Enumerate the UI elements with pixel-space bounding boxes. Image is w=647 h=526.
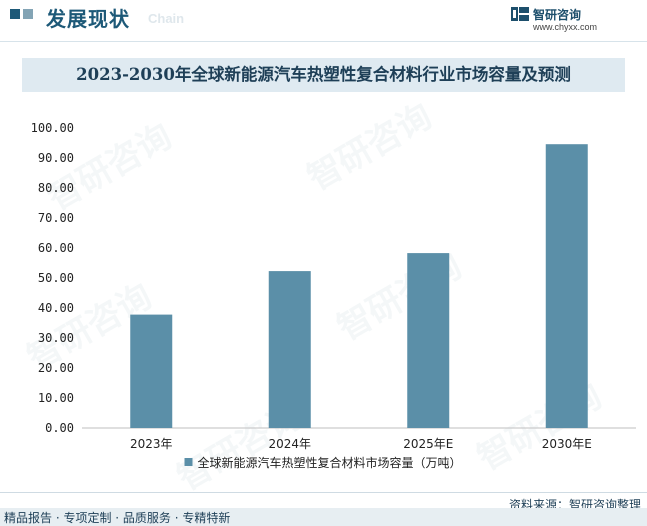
bar <box>130 314 173 428</box>
header-divider <box>0 41 647 42</box>
y-tick-label: 0.00 <box>45 421 74 435</box>
decor-square-icon <box>23 9 33 19</box>
y-tick-label: 70.00 <box>38 211 74 225</box>
header: 发展现状 Chain 智研咨询 www.chyxx.com <box>0 0 647 34</box>
x-tick-label: 2023年 <box>130 437 173 451</box>
legend-label: 全球新能源汽车热塑性复合材料市场容量（万吨） <box>198 455 462 470</box>
legend-swatch <box>184 458 193 466</box>
y-tick-label: 10.00 <box>38 391 74 405</box>
y-tick-label: 20.00 <box>38 361 74 375</box>
y-tick-label: 100.00 <box>31 121 74 135</box>
section-title: 发展现状 <box>46 7 130 31</box>
brand[interactable]: 智研咨询 www.chyxx.com <box>511 6 641 34</box>
y-tick-label: 80.00 <box>38 181 74 195</box>
brand-url: www.chyxx.com <box>533 22 598 32</box>
decor-square-icon <box>10 9 20 19</box>
chart-title: 2023-2030年全球新能源汽车热塑性复合材料行业市场容量及预测 <box>76 65 571 84</box>
footer-divider <box>0 492 647 493</box>
bar <box>545 144 588 428</box>
y-tick-label: 60.00 <box>38 241 74 255</box>
x-tick-label: 2030年E <box>542 437 592 451</box>
y-tick-label: 50.00 <box>38 271 74 285</box>
chart-title-band: 2023-2030年全球新能源汽车热塑性复合材料行业市场容量及预测 <box>22 58 625 92</box>
y-tick-label: 40.00 <box>38 301 74 315</box>
footer-band: 精品报告 · 专项定制 · 品质服务 · 专精特新 <box>0 508 647 526</box>
brand-name: 智研咨询 <box>533 8 582 22</box>
footer-tagline: 精品报告 · 专项定制 · 品质服务 · 专精特新 <box>4 511 231 525</box>
bar <box>268 271 311 428</box>
bar-chart: 0.00 10.00 20.00 30.00 40.00 50.00 60.00 70.00 8… <box>31 121 636 470</box>
y-tick-label: 30.00 <box>38 331 74 345</box>
bar <box>407 253 450 428</box>
y-tick-label: 90.00 <box>38 151 74 165</box>
x-tick-label: 2024年 <box>268 437 311 451</box>
section-title-en: Chain <box>148 11 185 26</box>
brand-logo-icon <box>511 7 529 21</box>
x-tick-label: 2025年E <box>403 437 453 451</box>
